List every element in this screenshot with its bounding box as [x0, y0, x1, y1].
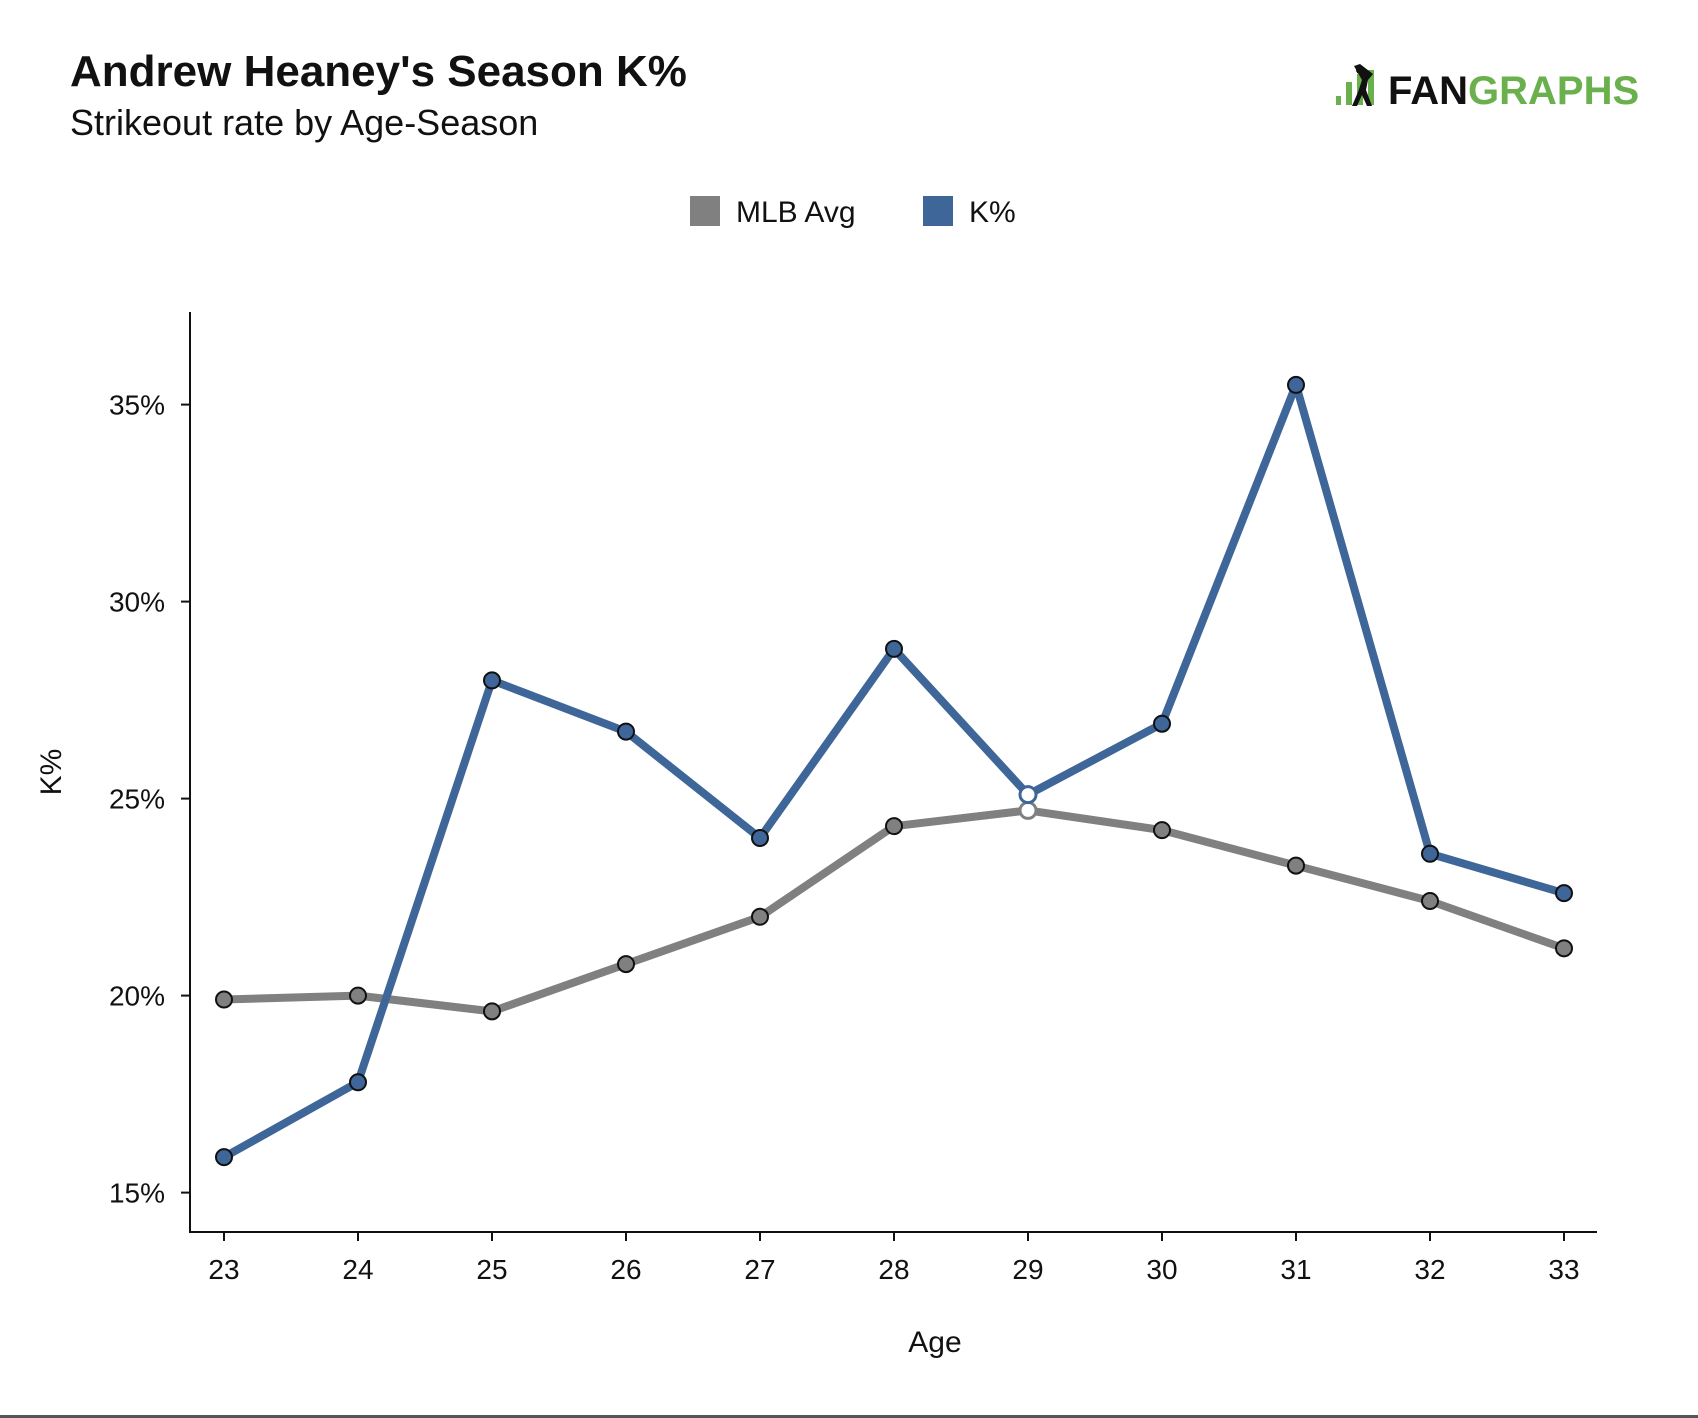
x-tick-label: 25	[476, 1254, 507, 1285]
data-point-mlb-avg[interactable]	[1421, 892, 1439, 911]
data-point-k-pct[interactable]	[617, 722, 635, 741]
data-point-k-pct[interactable]	[751, 828, 769, 847]
legend-swatch-k-pct	[923, 196, 953, 226]
x-tick-label: 28	[878, 1254, 909, 1285]
data-point-mlb-avg[interactable]	[215, 990, 233, 1009]
chart-subtitle: Strikeout rate by Age-Season	[70, 102, 538, 143]
data-point-mlb-avg[interactable]	[349, 986, 367, 1005]
data-point-k-pct[interactable]	[483, 671, 501, 690]
legend-swatch-mlb-avg	[690, 196, 720, 226]
data-point-mlb-avg[interactable]	[483, 1002, 501, 1021]
data-point-k-pct[interactable]	[1018, 785, 1038, 805]
x-ticks: 23 24 25 26 27 28 29 30 31 32 33	[208, 1232, 1580, 1285]
data-point-mlb-avg[interactable]	[1153, 821, 1171, 840]
data-point-mlb-avg[interactable]	[1555, 939, 1573, 958]
fangraphs-logo: FANGRAPHS	[1336, 64, 1639, 113]
series-line-mlb-avg	[220, 806, 1568, 1016]
y-tick-label: 30%	[109, 587, 165, 618]
y-tick-label: 20%	[109, 981, 165, 1012]
y-ticks: 15% 20% 25% 30% 35%	[109, 390, 190, 1209]
x-tick-label: 33	[1548, 1254, 1579, 1285]
series-line-k-pct	[220, 380, 1568, 1162]
data-point-k-pct[interactable]	[1421, 844, 1439, 863]
y-tick-label: 35%	[109, 390, 165, 421]
legend-item-mlb-avg: MLB Avg	[690, 196, 856, 229]
x-tick-label: 31	[1280, 1254, 1311, 1285]
data-point-mlb-avg[interactable]	[1018, 800, 1038, 820]
x-tick-label: 27	[744, 1254, 775, 1285]
x-axis-title: Age	[908, 1326, 961, 1359]
data-point-k-pct[interactable]	[1555, 884, 1573, 903]
series-layer	[215, 375, 1573, 1167]
x-tick-label: 32	[1414, 1254, 1445, 1285]
x-tick-label: 24	[342, 1254, 373, 1285]
x-tick-label: 23	[208, 1254, 239, 1285]
data-point-k-pct[interactable]	[1153, 714, 1171, 733]
logo-text-graphs: GRAPHS	[1468, 69, 1639, 113]
legend-label-k-pct: K%	[969, 196, 1016, 229]
logo-text-fan: FAN	[1388, 69, 1468, 113]
y-axis-title: K%	[35, 749, 68, 796]
x-tick-label: 26	[610, 1254, 641, 1285]
data-point-k-pct[interactable]	[349, 1073, 367, 1092]
data-point-mlb-avg[interactable]	[751, 907, 769, 926]
data-point-k-pct[interactable]	[885, 639, 903, 658]
data-point-k-pct[interactable]	[215, 1148, 233, 1167]
legend-item-k-pct: K%	[923, 196, 1016, 229]
bottom-rule	[0, 1415, 1698, 1418]
data-point-mlb-avg[interactable]	[617, 955, 635, 974]
data-point-mlb-avg[interactable]	[885, 817, 903, 836]
data-point-k-pct[interactable]	[1287, 375, 1305, 394]
x-tick-label: 30	[1146, 1254, 1177, 1285]
chart-title: Andrew Heaney's Season K%	[70, 47, 687, 96]
x-tick-label: 29	[1012, 1254, 1043, 1285]
y-tick-label: 15%	[109, 1178, 165, 1209]
svg-text:FANGRAPHS: FANGRAPHS	[1388, 69, 1639, 113]
data-point-mlb-avg[interactable]	[1287, 856, 1305, 875]
batter-bars-icon	[1336, 64, 1374, 106]
legend: MLB Avg K%	[690, 196, 1016, 229]
y-tick-label: 25%	[109, 784, 165, 815]
legend-label-mlb-avg: MLB Avg	[736, 196, 856, 229]
